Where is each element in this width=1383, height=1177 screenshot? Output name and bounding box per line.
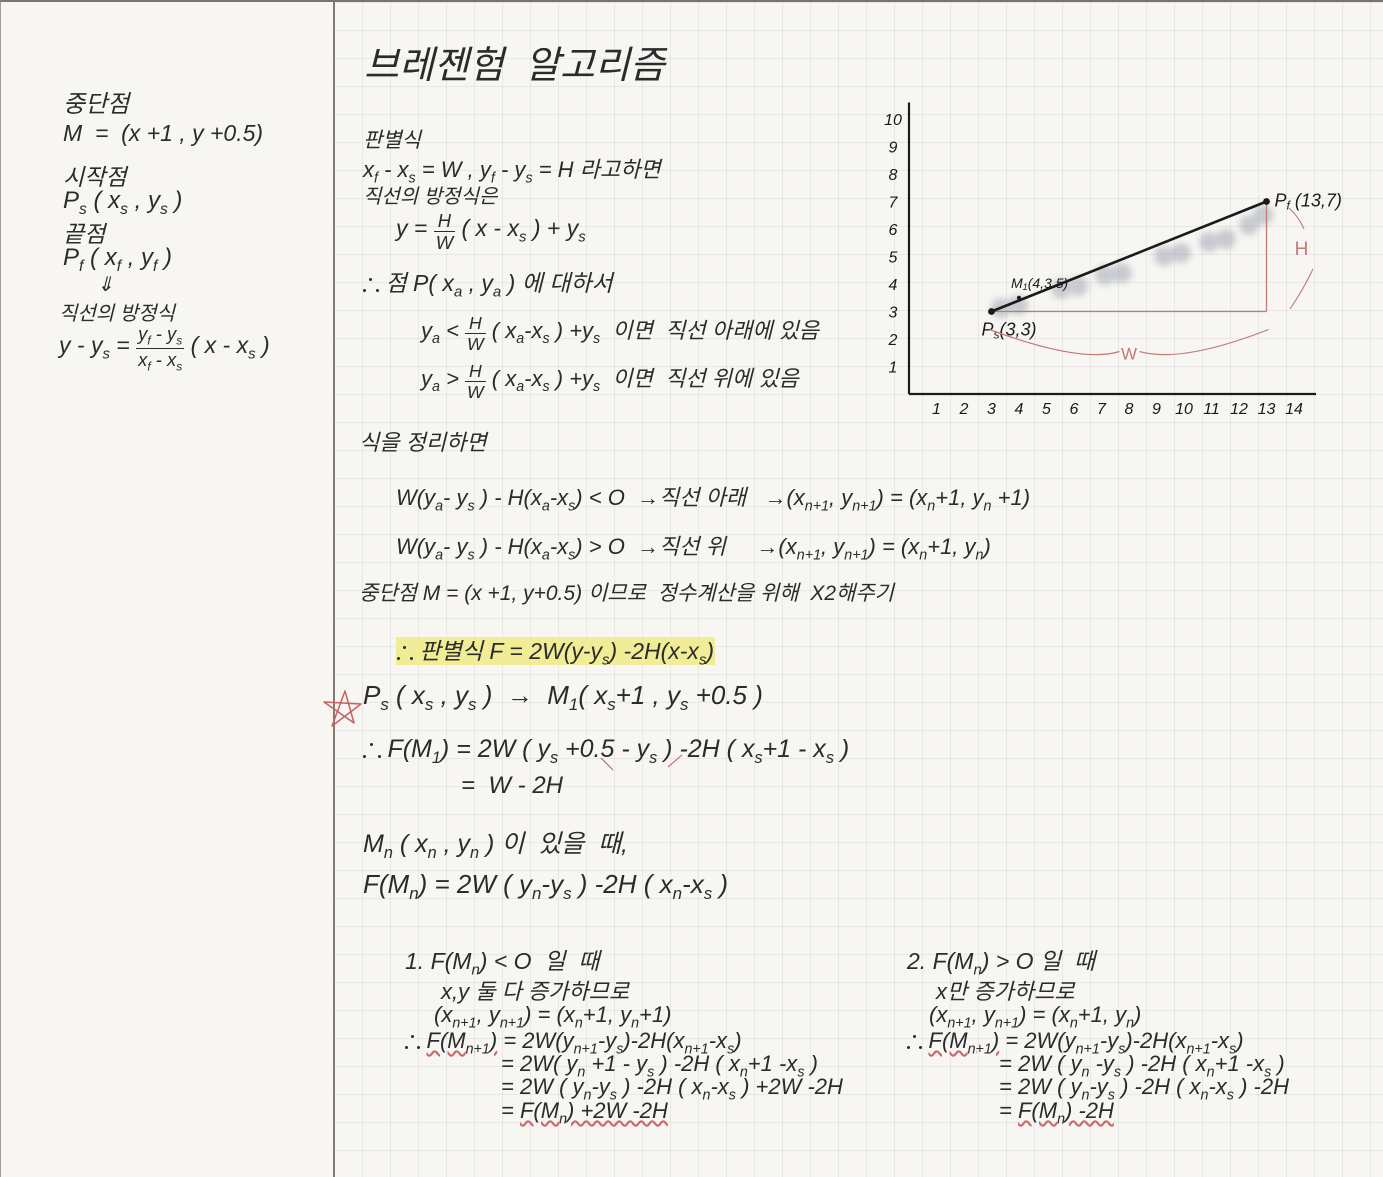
svg-text:5: 5 bbox=[889, 250, 898, 267]
svg-text:10: 10 bbox=[1175, 401, 1193, 418]
svg-text:7: 7 bbox=[1097, 401, 1107, 418]
svg-text:2: 2 bbox=[888, 332, 898, 349]
svg-text:10: 10 bbox=[884, 112, 902, 129]
svg-text:1: 1 bbox=[932, 401, 941, 418]
svg-text:6: 6 bbox=[1070, 401, 1079, 418]
svg-text:6: 6 bbox=[889, 222, 898, 239]
svg-text:3: 3 bbox=[987, 401, 996, 418]
svg-text:H: H bbox=[1295, 239, 1309, 260]
svg-text:Pf (13,7): Pf (13,7) bbox=[1275, 191, 1342, 213]
svg-text:W: W bbox=[1121, 345, 1137, 364]
svg-text:8: 8 bbox=[1125, 401, 1134, 418]
svg-text:4: 4 bbox=[889, 277, 898, 294]
svg-text:12: 12 bbox=[1230, 401, 1248, 418]
svg-text:3: 3 bbox=[889, 305, 898, 322]
svg-text:7: 7 bbox=[889, 195, 899, 212]
svg-text:9: 9 bbox=[1152, 401, 1161, 418]
svg-text:13: 13 bbox=[1258, 401, 1276, 418]
svg-text:2: 2 bbox=[959, 401, 969, 418]
svg-text:14: 14 bbox=[1285, 401, 1303, 418]
svg-text:Ps(3,3): Ps(3,3) bbox=[982, 320, 1037, 342]
svg-text:4: 4 bbox=[1015, 401, 1024, 418]
svg-text:5: 5 bbox=[1042, 401, 1051, 418]
svg-text:1: 1 bbox=[889, 360, 898, 377]
svg-text:9: 9 bbox=[889, 140, 898, 157]
svg-text:11: 11 bbox=[1203, 401, 1220, 418]
svg-text:8: 8 bbox=[889, 167, 898, 184]
svg-text:M1(4,3.5): M1(4,3.5) bbox=[1011, 275, 1068, 292]
